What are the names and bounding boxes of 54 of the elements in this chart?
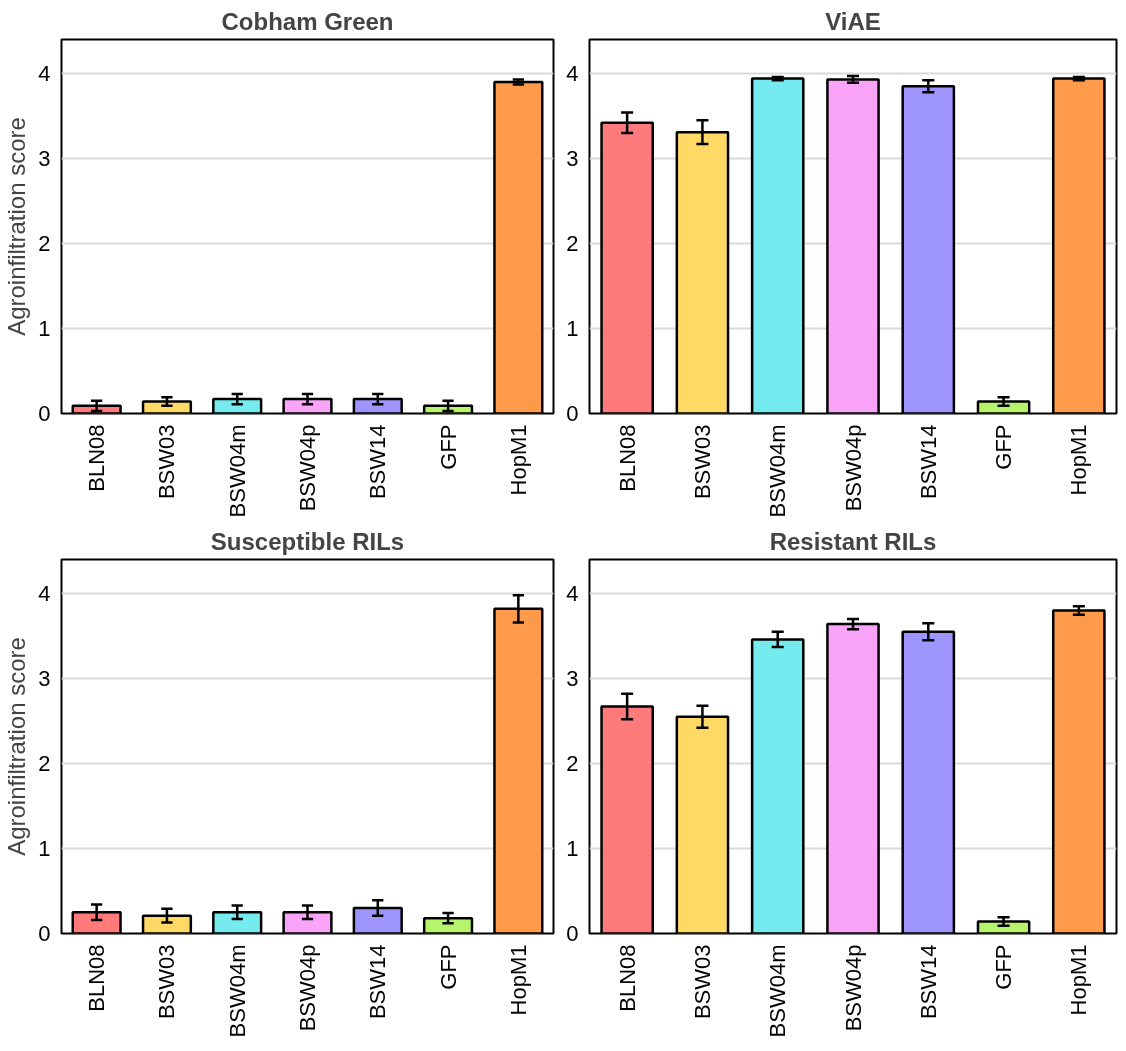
- chart-title: ViAE: [825, 7, 881, 35]
- y-tick-label: 3: [38, 666, 51, 691]
- x-tick-label: BSW03: [689, 424, 715, 500]
- y-tick-label: 1: [566, 836, 579, 861]
- x-tick-label: BSW14: [915, 944, 941, 1020]
- x-tick-label: BSW03: [154, 944, 180, 1020]
- x-tick-label: BSW14: [365, 424, 391, 500]
- y-tick-label: 1: [566, 316, 579, 341]
- y-tick-label: 1: [38, 316, 51, 341]
- x-tick-label: BSW04p: [840, 944, 866, 1032]
- x-tick-label: HopM1: [505, 944, 531, 1016]
- x-tick-label: BSW03: [689, 944, 715, 1020]
- x-tick-label: BLN08: [614, 944, 640, 1012]
- x-tick-label: BSW14: [915, 424, 941, 500]
- x-tick-label: BLN08: [614, 424, 640, 492]
- chart-title: Cobham Green: [221, 7, 394, 35]
- y-tick-label: 0: [38, 401, 51, 426]
- x-tick-label: BSW04m: [224, 424, 250, 518]
- y-tick-label: 0: [566, 921, 579, 946]
- y-tick-label: 3: [38, 146, 51, 171]
- x-tick-label: HopM1: [1066, 944, 1092, 1016]
- chart-title: Resistant RILs: [769, 527, 937, 555]
- y-tick-label: 1: [38, 836, 51, 861]
- x-tick-label: GFP: [991, 944, 1017, 990]
- x-tick-label: BSW14: [365, 944, 391, 1020]
- x-tick-label: BSW04p: [840, 424, 866, 512]
- y-tick-label: 0: [38, 921, 51, 946]
- x-tick-label: HopM1: [1066, 424, 1092, 496]
- x-tick-label: BSW04m: [765, 944, 791, 1038]
- y-tick-label: 0: [566, 401, 579, 426]
- chart-title: Susceptible RILs: [210, 527, 405, 555]
- x-tick-label: HopM1: [505, 424, 531, 496]
- y-tick-label: 4: [566, 61, 579, 86]
- y-axis-title: Agroinfiltration score: [3, 637, 31, 856]
- x-tick-label: GFP: [435, 424, 461, 470]
- y-tick-label: 3: [566, 666, 579, 691]
- y-tick-label: 2: [38, 231, 51, 256]
- y-tick-label: 2: [38, 751, 51, 776]
- y-tick-label: 2: [566, 751, 579, 776]
- x-tick-label: GFP: [435, 944, 461, 990]
- x-tick-label: BSW04m: [765, 424, 791, 518]
- y-tick-label: 4: [38, 581, 51, 606]
- y-axis-title: Agroinfiltration score: [3, 117, 31, 336]
- x-tick-label: BSW03: [154, 424, 180, 500]
- x-tick-label: BSW04m: [224, 944, 250, 1038]
- x-tick-label: BLN08: [84, 944, 110, 1012]
- x-tick-label: BSW04p: [295, 944, 320, 1032]
- y-tick-label: 4: [38, 61, 51, 86]
- x-tick-label: BSW04p: [295, 424, 320, 512]
- y-tick-label: 3: [566, 146, 579, 171]
- x-tick-label: GFP: [991, 424, 1017, 470]
- y-tick-label: 2: [566, 231, 579, 256]
- x-tick-label: BLN08: [84, 424, 110, 492]
- y-tick-label: 4: [566, 581, 579, 606]
